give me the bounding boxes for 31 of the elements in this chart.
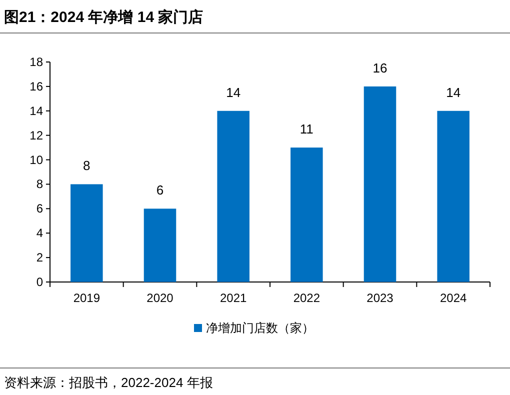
y-tick-label: 16	[30, 79, 44, 94]
data-label: 14	[226, 84, 241, 100]
legend-label: 净增加门店数（家）	[206, 321, 314, 335]
x-tick-label: 2024	[440, 291, 468, 305]
text: 资料来源：招股书，2022-2024 年报	[4, 375, 213, 390]
bar	[437, 110, 470, 282]
y-tick-label: 14	[30, 104, 44, 118]
x-tick-label: 2019	[73, 291, 100, 305]
y-tick-label: 0	[36, 275, 44, 289]
bar	[364, 86, 396, 282]
y-tick-label: 10	[30, 152, 44, 167]
chart-title: 图21：2024 年净增 14 家门店	[4, 8, 204, 26]
x-tick-label: 2022	[293, 291, 320, 305]
bar	[70, 184, 103, 282]
data-label: 16	[372, 60, 388, 76]
x-tick-label: 2023	[366, 291, 394, 305]
y-tick-label: 4	[36, 226, 44, 240]
data-label: 14	[446, 84, 461, 100]
data-label: 8	[83, 158, 90, 174]
x-tick-label: 2021	[220, 291, 248, 305]
data-label: 11	[300, 122, 314, 137]
bar	[144, 208, 176, 282]
y-tick-label: 8	[36, 177, 44, 192]
data-label: 6	[156, 182, 164, 198]
y-tick-label: 2	[36, 250, 44, 265]
x-tick-label: 2020	[146, 291, 174, 305]
y-tick-label: 6	[36, 202, 44, 216]
y-tick-label: 12	[30, 128, 44, 142]
bar	[217, 110, 250, 282]
bar	[290, 148, 323, 282]
y-tick-label: 18	[30, 55, 44, 69]
